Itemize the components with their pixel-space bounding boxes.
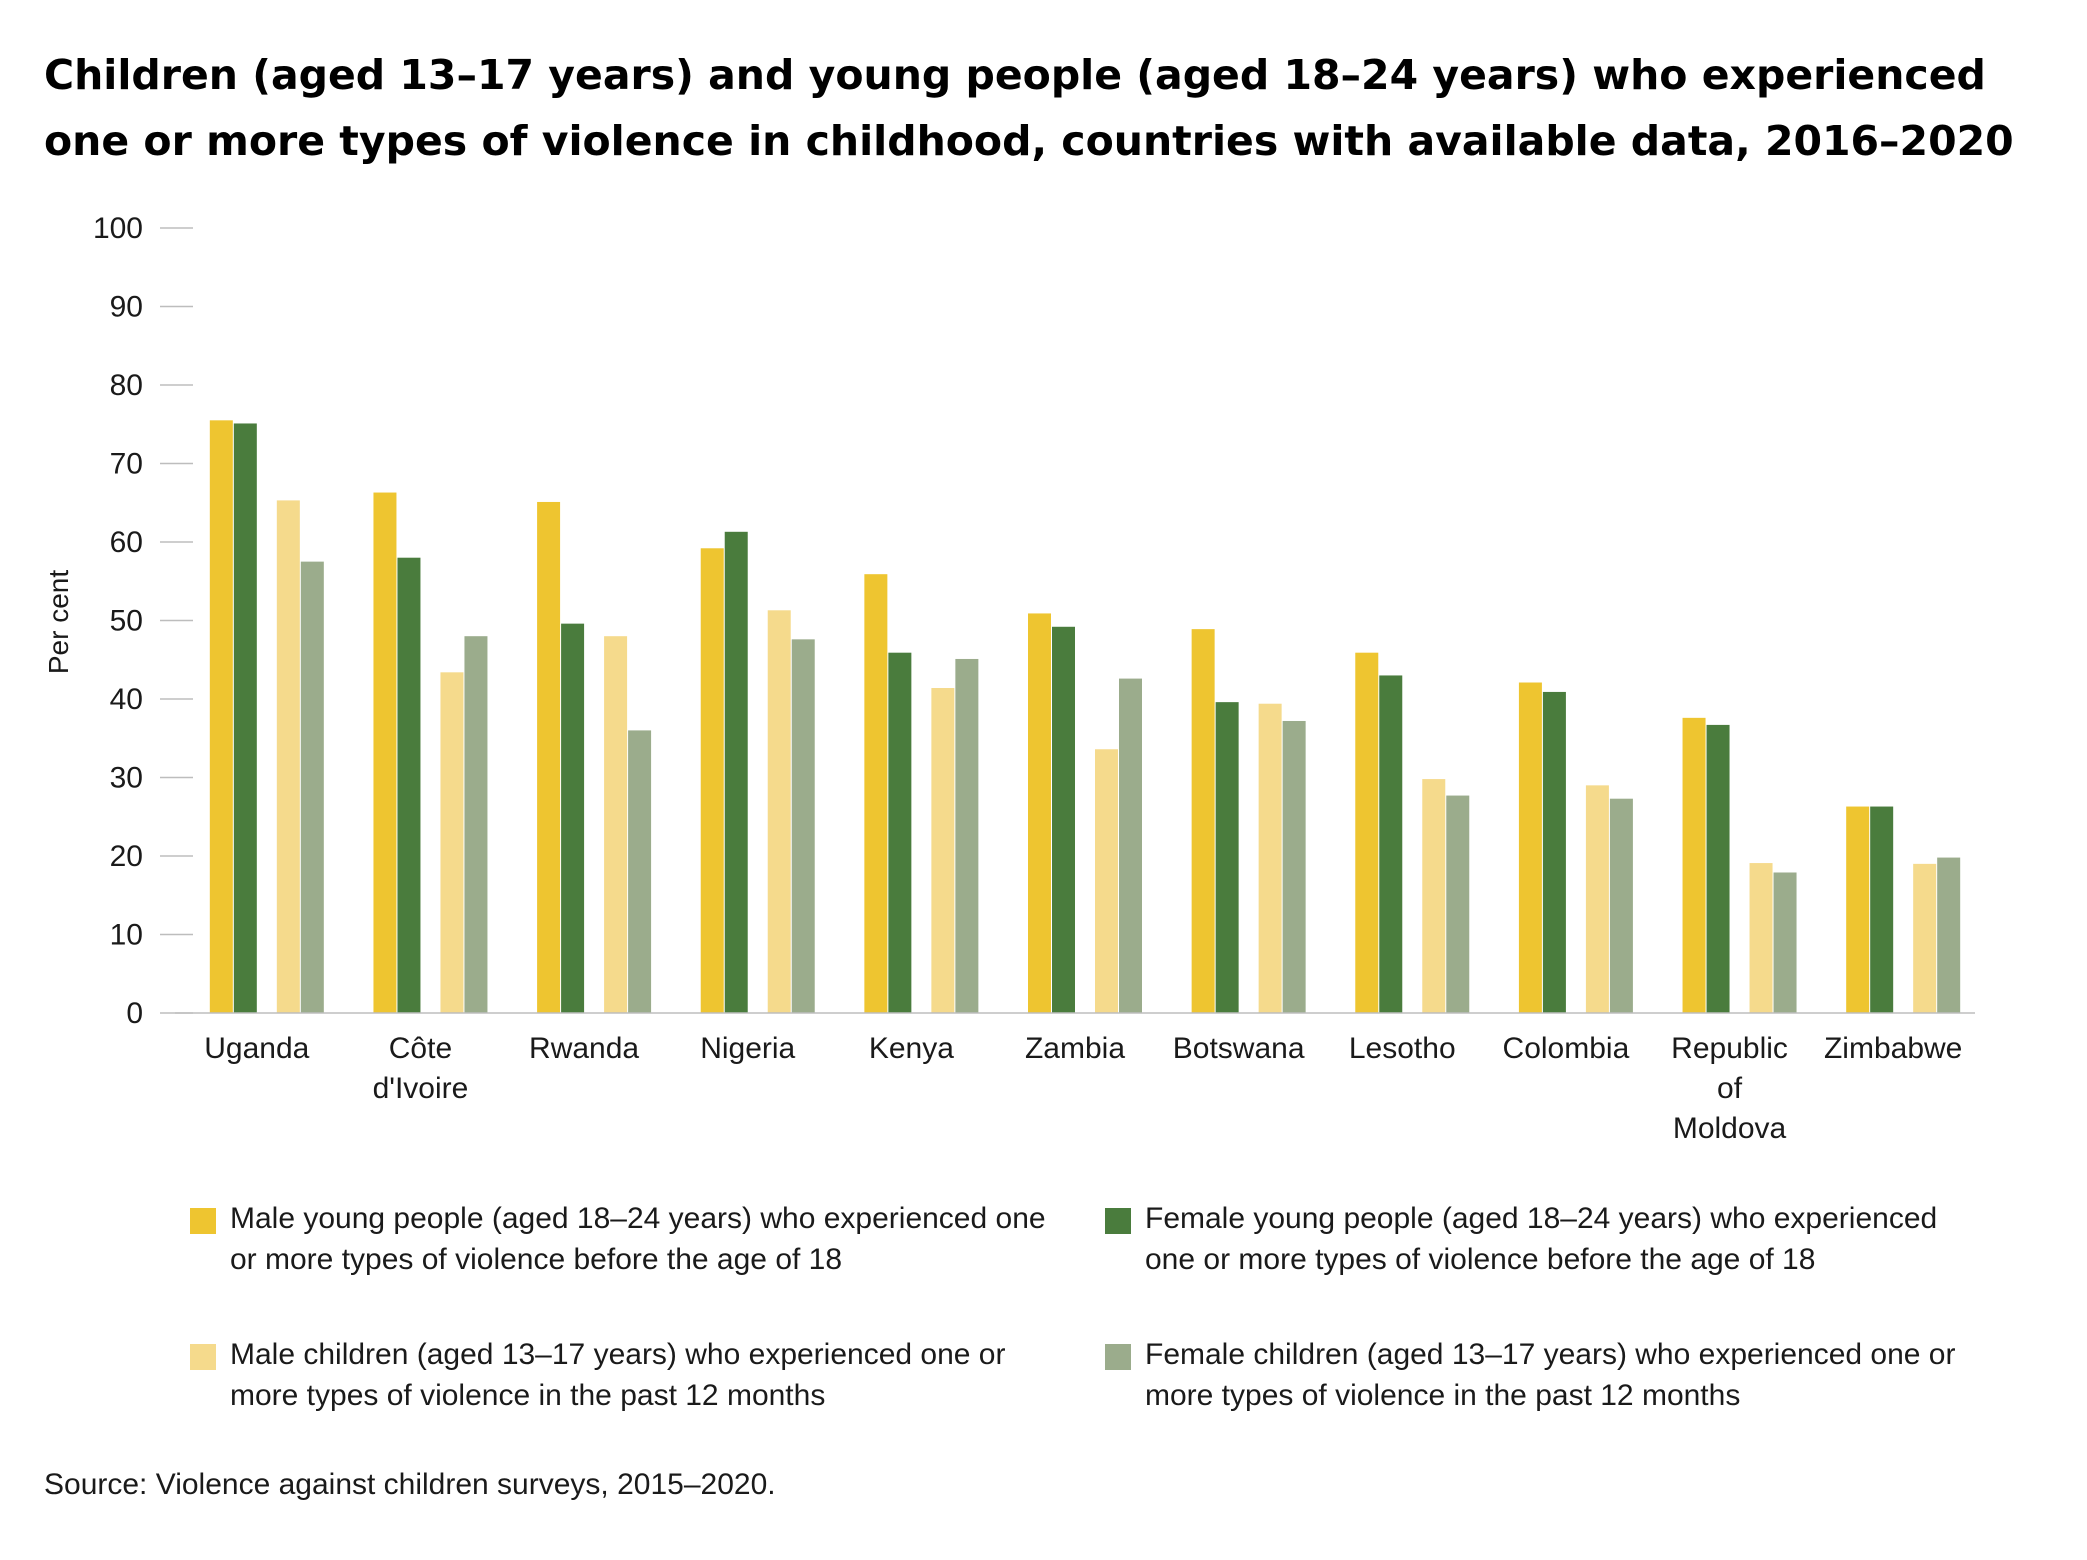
bar	[276, 500, 300, 1013]
bar	[397, 557, 421, 1013]
legend-swatch-male-young	[190, 1208, 216, 1234]
bar	[1422, 779, 1446, 1013]
y-axis-label: Per cent	[43, 570, 74, 674]
bar	[791, 639, 815, 1013]
bar	[1052, 626, 1075, 1013]
bar	[233, 423, 257, 1014]
legend-swatch-male-children	[190, 1344, 216, 1370]
bar	[1870, 806, 1894, 1013]
legend-label-female-young: Female young people (aged 18–24 years) w…	[1145, 1202, 1938, 1276]
bar	[1028, 613, 1051, 1013]
legend-label-male-young: Male young people (aged 18–24 years) who…	[230, 1202, 1046, 1276]
y-tick-label: 0	[126, 997, 143, 1030]
legend-item-female-children: Female children (aged 13–17 years) who e…	[1105, 1334, 1995, 1416]
legend-label-male-children: Male children (aged 13–17 years) who exp…	[230, 1338, 1006, 1412]
bar	[300, 561, 324, 1013]
x-tick-label-line: Republic	[1671, 1032, 1788, 1065]
x-tick-label: Kenya	[869, 1032, 954, 1065]
bar	[1913, 863, 1937, 1013]
x-tick-label: Colombia	[1503, 1032, 1630, 1065]
legend-label-female-children: Female children (aged 13–17 years) who e…	[1145, 1338, 1956, 1412]
y-tick-label: 30	[110, 762, 143, 795]
bar	[440, 672, 464, 1013]
legend-swatch-female-children	[1105, 1344, 1131, 1370]
x-tick-label: Zimbabwe	[1824, 1032, 1962, 1065]
bar	[604, 636, 628, 1013]
bar	[1379, 675, 1403, 1013]
bar	[373, 492, 397, 1013]
bar	[1585, 785, 1609, 1013]
x-tick-label-line: of	[1717, 1072, 1743, 1105]
bar	[628, 730, 652, 1013]
bar	[700, 548, 724, 1013]
legend-item-female-young: Female young people (aged 18–24 years) w…	[1105, 1198, 1975, 1280]
bar	[1682, 717, 1706, 1013]
bar	[1446, 795, 1470, 1013]
x-tick-label: Rwanda	[529, 1032, 639, 1065]
legend-swatch-female-young	[1105, 1208, 1131, 1234]
x-tick-label-line: Moldova	[1673, 1112, 1787, 1145]
y-tick-label: 10	[110, 919, 143, 952]
x-tick-label: Zambia	[1025, 1032, 1125, 1065]
bar	[724, 531, 748, 1013]
x-tick-label-line: Rwanda	[529, 1032, 639, 1065]
x-axis: Uganda Côte d'Ivoire Rwanda Nigeria Kenya Zamb…	[204, 1032, 1962, 1145]
bar	[767, 610, 791, 1013]
legend-item-male-young: Male young people (aged 18–24 years) who…	[190, 1198, 1060, 1280]
bar	[888, 652, 912, 1013]
bar	[464, 636, 488, 1013]
x-tick-label-line: Uganda	[204, 1032, 309, 1065]
legend-item-male-children: Male children (aged 13–17 years) who exp…	[190, 1334, 1080, 1416]
bar	[1773, 872, 1797, 1013]
bar	[1191, 629, 1215, 1013]
bar	[1282, 720, 1306, 1013]
bars-group	[209, 420, 1961, 1014]
bar	[1706, 724, 1730, 1013]
y-tick-label: 50	[110, 605, 143, 638]
bar	[1258, 703, 1282, 1013]
bar	[1355, 652, 1379, 1013]
bar	[561, 623, 585, 1013]
x-tick-label-line: Lesotho	[1349, 1032, 1456, 1065]
bar	[864, 574, 888, 1013]
bar	[209, 420, 233, 1013]
y-tick-label: 90	[110, 291, 143, 324]
bar	[1095, 749, 1118, 1013]
y-tick-label: 100	[93, 212, 143, 245]
y-axis: 0 10 20 30 40 50 60 70 80 90 100	[93, 212, 193, 1030]
x-tick-label-line: Botswana	[1173, 1032, 1305, 1065]
bar	[537, 501, 561, 1013]
bar	[1749, 863, 1773, 1013]
x-tick-label: Nigeria	[700, 1032, 795, 1065]
bar	[1609, 798, 1633, 1013]
y-tick-label: 80	[110, 369, 143, 402]
x-tick-label: Republic of Moldova	[1671, 1032, 1788, 1145]
x-tick-label-line: Côte	[389, 1032, 452, 1065]
x-tick-label-line: Zambia	[1025, 1032, 1125, 1065]
bar	[955, 658, 979, 1013]
x-tick-label: Botswana	[1173, 1032, 1305, 1065]
bar	[1542, 691, 1566, 1013]
bar	[1119, 678, 1142, 1013]
bar	[1846, 806, 1870, 1013]
x-tick-label-line: Nigeria	[700, 1032, 795, 1065]
source-note: Source: Violence against children survey…	[44, 1468, 776, 1501]
x-tick-label-line: d'Ivoire	[373, 1072, 469, 1105]
bar-chart: 0 10 20 30 40 50 60 70 80 90 100 Uganda Côte d'Ivoir…	[43, 212, 1975, 1145]
x-tick-label-line: Colombia	[1503, 1032, 1630, 1065]
bar	[1518, 682, 1542, 1013]
y-tick-label: 40	[110, 683, 143, 716]
x-tick-label-line: Kenya	[869, 1032, 954, 1065]
x-tick-label: Lesotho	[1349, 1032, 1456, 1065]
x-tick-label-line: Zimbabwe	[1824, 1032, 1962, 1065]
x-tick-label: Uganda	[204, 1032, 309, 1065]
y-tick-label: 20	[110, 840, 143, 873]
y-tick-label: 70	[110, 448, 143, 481]
y-tick-label: 60	[110, 526, 143, 559]
bar	[1937, 857, 1961, 1013]
x-tick-label: Côte d'Ivoire	[373, 1032, 469, 1105]
chart-title: Children (aged 13–17 years) and young pe…	[44, 51, 2014, 165]
bar	[931, 688, 955, 1013]
bar	[1215, 702, 1239, 1013]
